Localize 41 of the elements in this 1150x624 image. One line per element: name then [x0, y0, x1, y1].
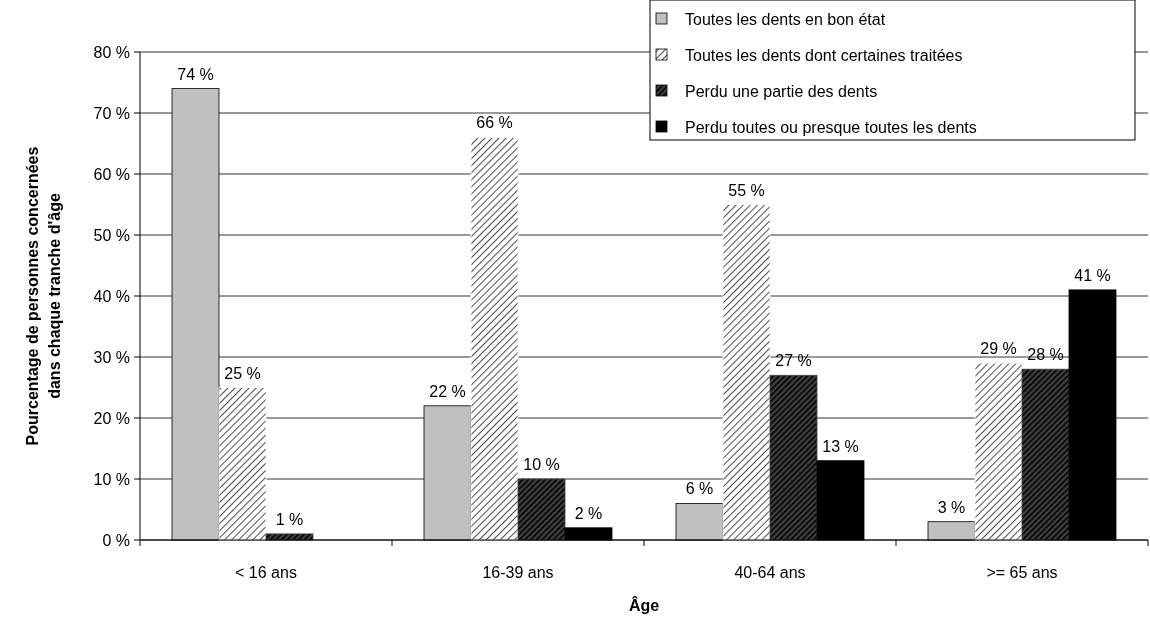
data-label: 55 % [728, 181, 765, 199]
bar [769, 374, 818, 541]
x-axis-title: Âge [628, 596, 660, 614]
data-label: 28 % [1027, 346, 1064, 364]
bar [722, 204, 771, 541]
x-tick-label: 40-64 ans [734, 564, 806, 581]
bar [517, 478, 566, 541]
y-tick-label: 10 % [93, 471, 130, 488]
bar [470, 137, 519, 541]
data-label: 1 % [275, 510, 304, 528]
data-label: 66 % [476, 114, 513, 132]
data-label: 3 % [937, 498, 966, 516]
legend-label: Perdu toutes ou presque toutes les dents [685, 119, 977, 136]
data-label: 74 % [177, 65, 214, 83]
bar [218, 387, 267, 541]
data-label: 41 % [1074, 266, 1111, 284]
data-label: 13 % [822, 437, 859, 455]
y-tick-label: 60 % [93, 166, 130, 183]
data-label: 27 % [775, 352, 812, 370]
y-tick-label: 40 % [93, 288, 130, 305]
legend-label: Toutes les dents en bon état [685, 11, 886, 28]
data-label: 29 % [980, 340, 1017, 358]
bar [1021, 368, 1070, 541]
y-tick-label: 30 % [93, 349, 130, 366]
x-tick-label: 16-39 ans [482, 564, 554, 581]
data-label: 22 % [429, 382, 466, 400]
legend-label: Perdu une partie des dents [685, 83, 878, 100]
y-tick-label: 50 % [93, 227, 130, 244]
y-axis-title: Pourcentage de personnes concernées dans chaque tranche d'âge [24, 146, 63, 446]
y-tick-label: 70 % [93, 105, 130, 122]
data-label: 10 % [523, 456, 560, 473]
x-tick-label: >= 65 ans [986, 564, 1058, 581]
y-tick-label: 80 % [93, 44, 130, 61]
data-label: 25 % [224, 364, 261, 382]
data-label: 6 % [685, 480, 714, 498]
y-tick-label: 0 % [102, 532, 130, 549]
y-tick-label: 20 % [93, 410, 130, 427]
data-label: 2 % [574, 504, 603, 522]
legend-label: Toutes les dents dont certaines traitées [685, 47, 963, 64]
bar [974, 362, 1023, 541]
x-tick-label: < 16 ans [235, 564, 297, 581]
